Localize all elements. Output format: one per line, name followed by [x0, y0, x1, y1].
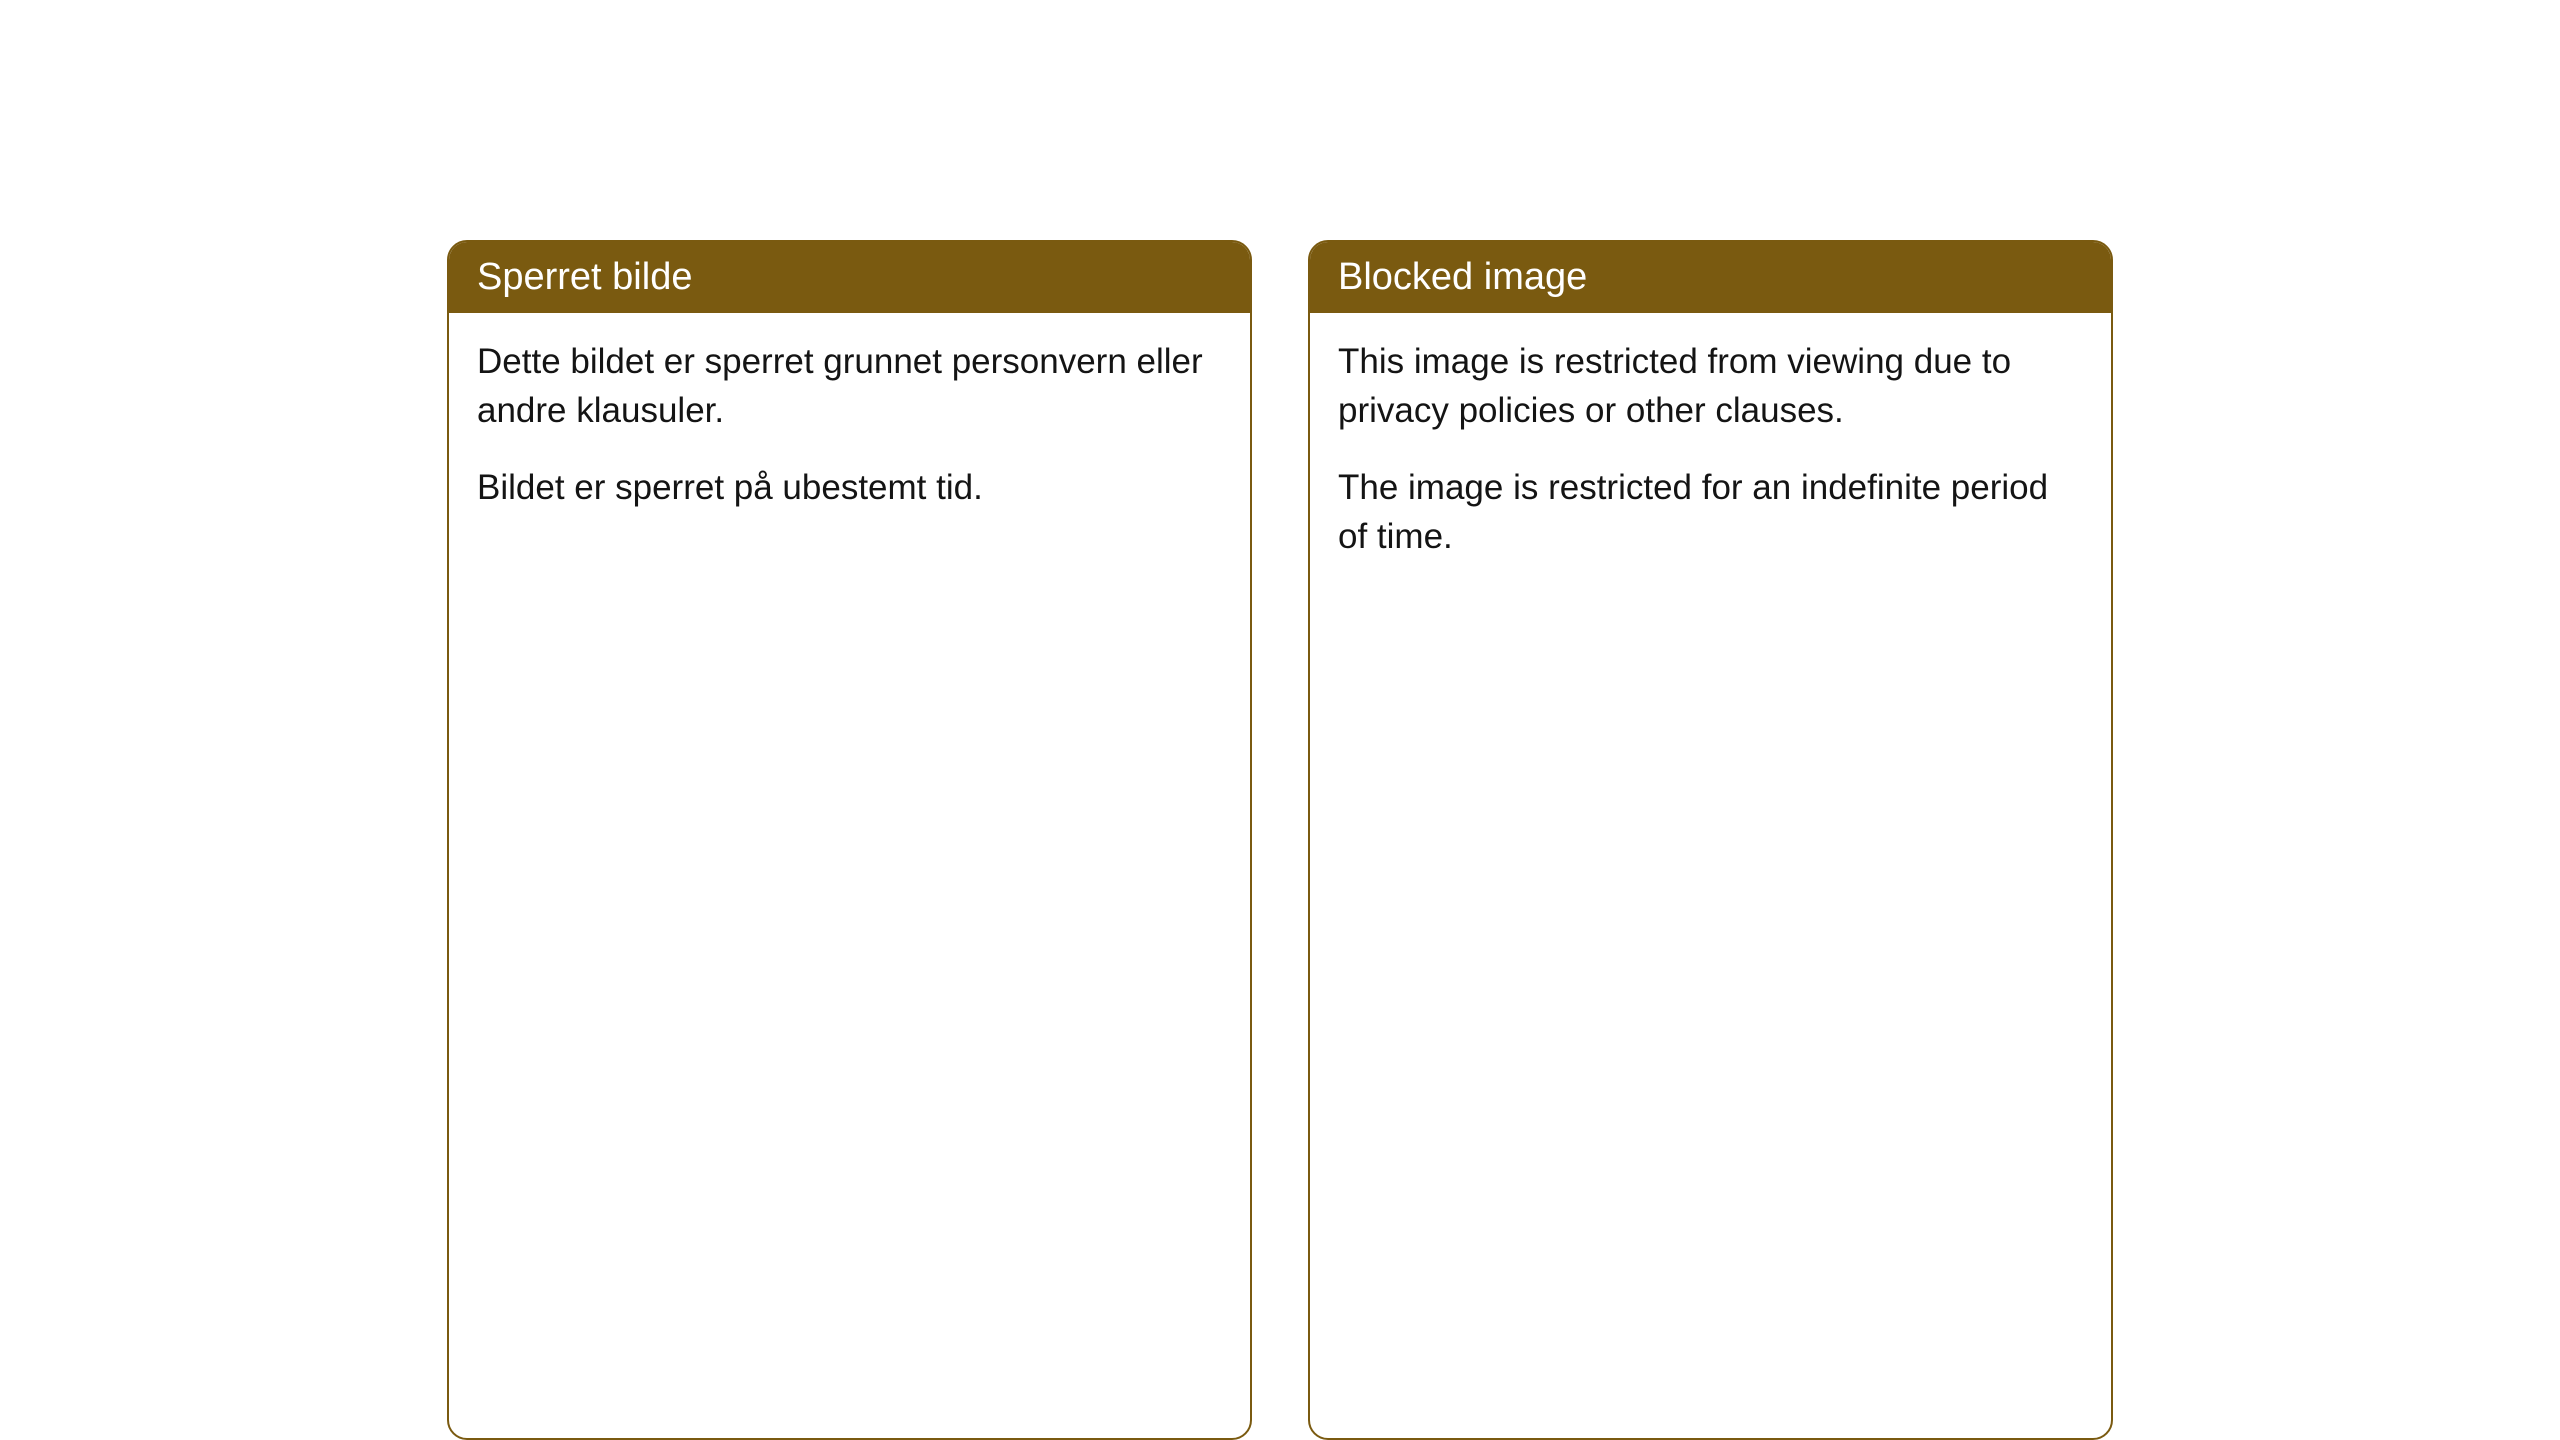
notice-card-norwegian: Sperret bilde Dette bildet er sperret gr… — [447, 240, 1252, 1440]
card-paragraph: This image is restricted from viewing du… — [1338, 337, 2083, 435]
card-body: Dette bildet er sperret grunnet personve… — [449, 313, 1250, 560]
card-header: Sperret bilde — [449, 242, 1250, 313]
notice-cards-container: Sperret bilde Dette bildet er sperret gr… — [447, 240, 2113, 1440]
card-paragraph: Dette bildet er sperret grunnet personve… — [477, 337, 1222, 435]
card-paragraph: The image is restricted for an indefinit… — [1338, 463, 2083, 561]
card-paragraph: Bildet er sperret på ubestemt tid. — [477, 463, 1222, 512]
notice-card-english: Blocked image This image is restricted f… — [1308, 240, 2113, 1440]
card-header: Blocked image — [1310, 242, 2111, 313]
card-body: This image is restricted from viewing du… — [1310, 313, 2111, 609]
